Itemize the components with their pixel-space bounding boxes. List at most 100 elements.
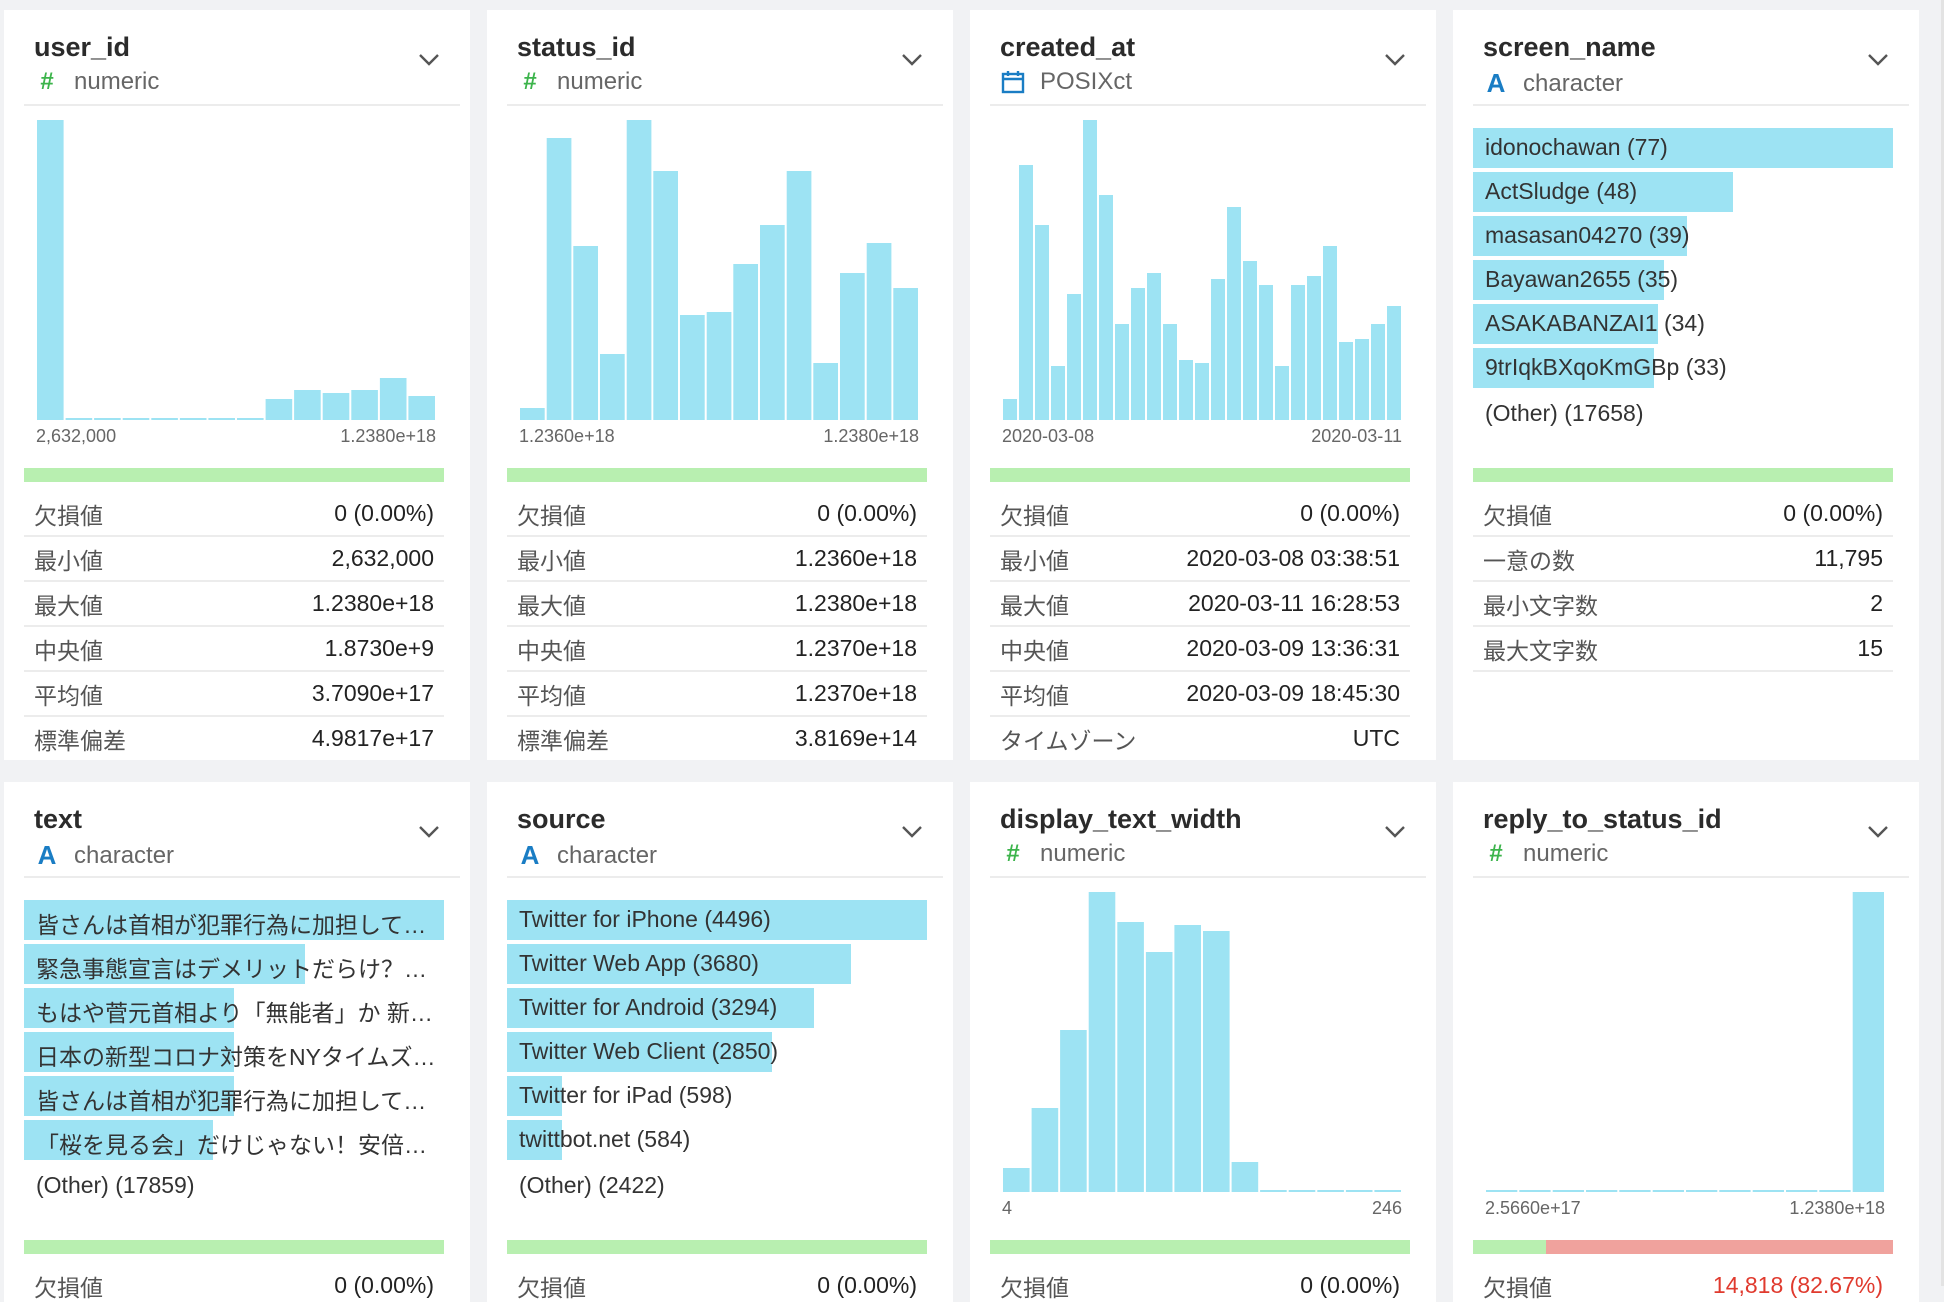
header-divider	[24, 876, 460, 878]
histogram-bar	[237, 418, 264, 420]
histogram-bar	[1117, 922, 1144, 1192]
top-value-item[interactable]: 9trIqkBXqoKmGBp (33)	[1473, 348, 1893, 392]
top-value-label: 「桜を見る会」だけじゃない！安倍…	[36, 1126, 427, 1160]
calendar-icon	[1000, 70, 1026, 94]
top-value-item[interactable]: ActSludge (48)	[1473, 172, 1893, 216]
top-value-item[interactable]: Twitter Web Client (2850)	[507, 1032, 927, 1076]
histogram-bar	[1317, 1190, 1344, 1192]
completeness-bar[interactable]	[24, 468, 444, 482]
stat-label: 最小値	[517, 542, 586, 576]
completeness-bar[interactable]	[1473, 468, 1893, 482]
stat-label: 欠損値	[1000, 497, 1069, 531]
top-value-label: 皆さんは首相が犯罪行為に加担して…	[36, 1082, 426, 1116]
completeness-bar[interactable]	[24, 1240, 444, 1254]
histogram-bar	[266, 399, 293, 420]
histogram-bar	[294, 390, 321, 420]
axis-max-label: 1.2380e+18	[823, 426, 919, 446]
header-divider	[990, 104, 1426, 106]
top-value-item[interactable]: Twitter Web App (3680)	[507, 944, 927, 988]
top-value-item[interactable]: Twitter for iPad (598)	[507, 1076, 927, 1120]
top-value-item[interactable]: ASAKABANZAI1 (34)	[1473, 304, 1893, 348]
histogram-bar	[627, 120, 652, 420]
chevron-down-icon[interactable]	[1382, 818, 1408, 844]
column-name: source	[517, 804, 606, 835]
histogram-bar	[1195, 363, 1209, 420]
chevron-down-icon[interactable]	[899, 818, 925, 844]
chevron-down-icon[interactable]	[416, 818, 442, 844]
histogram-bar	[1131, 288, 1145, 420]
chevron-down-icon[interactable]	[1382, 46, 1408, 72]
stat-value: UTC	[1353, 725, 1400, 752]
column-name: status_id	[517, 32, 636, 63]
top-value-item[interactable]: masasan04270 (39)	[1473, 216, 1893, 260]
stat-value: 1.2360e+18	[795, 545, 917, 572]
stat-label: 最小値	[1000, 542, 1069, 576]
chevron-down-icon[interactable]	[1865, 818, 1891, 844]
top-value-label: Twitter for iPad (598)	[519, 1082, 732, 1109]
chevron-down-icon[interactable]	[1865, 46, 1891, 72]
top-value-item[interactable]: 「桜を見る会」だけじゃない！安倍…	[24, 1120, 444, 1164]
top-value-item[interactable]: idonochawan (77)	[1473, 128, 1893, 172]
top-value-item[interactable]: Twitter for iPhone (4496)	[507, 900, 927, 944]
top-value-item[interactable]: 日本の新型コロナ対策をNYタイムズ…	[24, 1032, 444, 1076]
top-value-item[interactable]: Twitter for Android (3294)	[507, 988, 927, 1032]
stat-row: 欠損値 0 (0.00%)	[990, 492, 1410, 537]
completeness-bar[interactable]	[1473, 1240, 1893, 1254]
completeness-bar[interactable]	[507, 1240, 927, 1254]
hash-icon: #	[1000, 840, 1026, 868]
top-value-item[interactable]: (Other) (2422)	[507, 1164, 927, 1208]
top-value-item[interactable]: (Other) (17658)	[1473, 392, 1893, 436]
histogram-bar	[1786, 1190, 1817, 1192]
stat-value: 2020-03-11 16:28:53	[1188, 590, 1400, 617]
completeness-bar[interactable]	[507, 468, 927, 482]
column-name: display_text_width	[1000, 804, 1242, 835]
top-value-item[interactable]: 皆さんは首相が犯罪行為に加担して…	[24, 1076, 444, 1120]
column-type-label: character	[1523, 70, 1623, 98]
top-value-item[interactable]: もはや菅元首相より「無能者」か 新…	[24, 988, 444, 1032]
histogram-bar	[1019, 165, 1033, 420]
chevron-down-icon[interactable]	[416, 46, 442, 72]
top-value-item[interactable]: 緊急事態宣言はデメリットだらけ？…	[24, 944, 444, 988]
stat-label: 平均値	[1000, 677, 1069, 711]
chevron-down-icon[interactable]	[899, 46, 925, 72]
top-values-list: Twitter for iPhone (4496)Twitter Web App…	[507, 900, 927, 1208]
top-value-item[interactable]: twittbot.net (584)	[507, 1120, 927, 1164]
histogram-bar	[94, 418, 121, 420]
stat-value: 0 (0.00%)	[1300, 500, 1400, 527]
column-type-label: numeric	[74, 68, 159, 96]
histogram-bar	[1003, 1168, 1030, 1192]
top-value-item[interactable]: 皆さんは首相が犯罪行為に加担して…	[24, 900, 444, 944]
stat-value: 1.8730e+9	[325, 635, 434, 662]
axis-max-label: 1.2380e+18	[340, 426, 436, 446]
header-divider	[24, 104, 460, 106]
top-value-item[interactable]: Bayawan2655 (35)	[1473, 260, 1893, 304]
column-type-label: numeric	[1523, 840, 1608, 868]
top-value-item[interactable]: (Other) (17859)	[24, 1164, 444, 1208]
histogram-bar	[1203, 931, 1230, 1192]
top-value-label: (Other) (17859)	[36, 1172, 195, 1199]
histogram-bar	[1003, 399, 1017, 420]
histogram-bar	[1553, 1190, 1584, 1192]
column-type-label: numeric	[557, 68, 642, 96]
histogram-bar	[408, 396, 435, 420]
completeness-bar[interactable]	[990, 468, 1410, 482]
completeness-bar[interactable]	[990, 1240, 1410, 1254]
top-value-label: もはや菅元首相より「無能者」か 新…	[36, 994, 433, 1028]
top-values-list: 皆さんは首相が犯罪行為に加担して…緊急事態宣言はデメリットだらけ？…もはや菅元首…	[24, 900, 444, 1208]
